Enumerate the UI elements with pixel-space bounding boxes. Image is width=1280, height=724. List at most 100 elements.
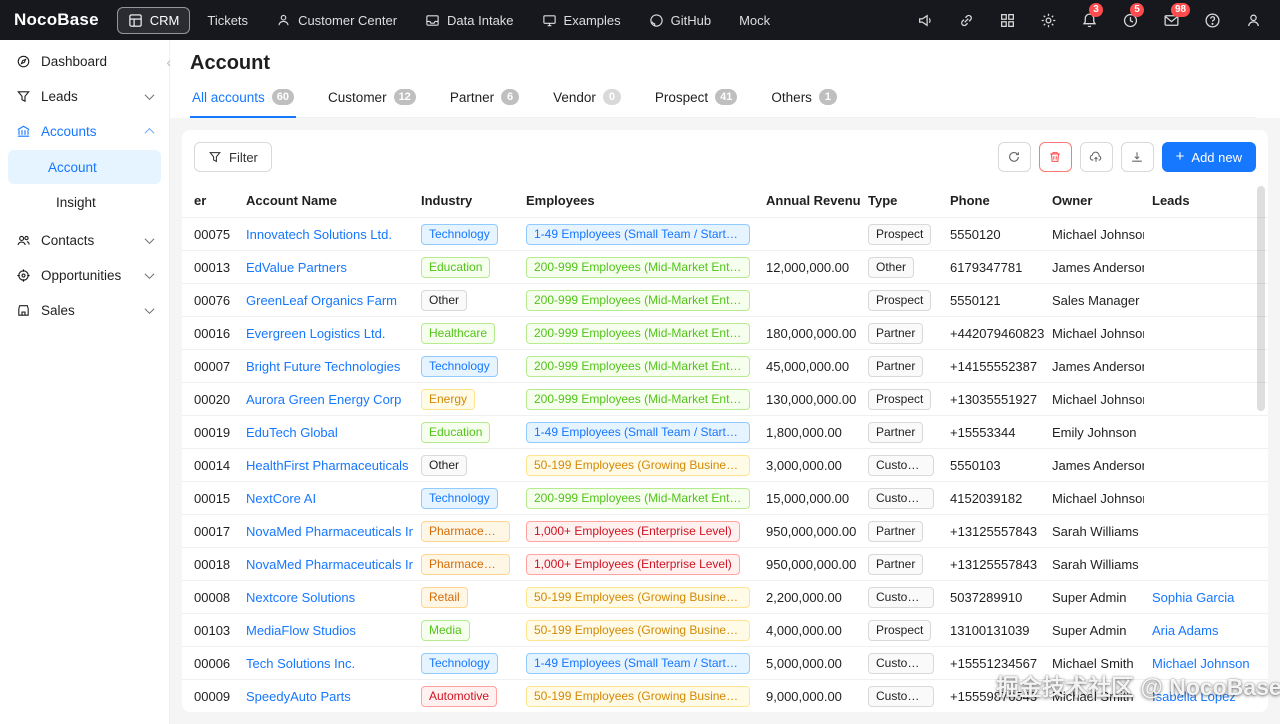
sidebar-item-dashboard[interactable]: Dashboard xyxy=(0,44,169,79)
sidebar-subitem-insight[interactable]: Insight xyxy=(8,185,161,219)
delete-button[interactable] xyxy=(1038,142,1072,172)
nav-item-customer-center[interactable]: Customer Center xyxy=(265,7,408,34)
export-button[interactable] xyxy=(1120,142,1154,172)
table-row[interactable]: 00009 SpeedyAuto Parts Automotive 50-199… xyxy=(182,679,1268,712)
column-header-5[interactable]: Type xyxy=(860,185,942,218)
table-row[interactable]: 00075 Innovatech Solutions Ltd. Technolo… xyxy=(182,217,1268,251)
vertical-scrollbar[interactable] xyxy=(1257,186,1265,411)
tab-others[interactable]: Others 1 xyxy=(769,85,839,118)
tab-vendor[interactable]: Vendor 0 xyxy=(551,85,623,118)
account-name-link[interactable]: HealthFirst Pharmaceuticals xyxy=(246,457,409,473)
table-row[interactable]: 00017 NovaMed Pharmaceuticals Inc. Pharm… xyxy=(182,514,1268,548)
filter-button[interactable]: Filter xyxy=(194,142,272,172)
tab-partner[interactable]: Partner 6 xyxy=(448,85,521,118)
account-name-link[interactable]: EduTech Global xyxy=(246,424,338,440)
sidebar-item-sales[interactable]: Sales xyxy=(0,293,169,328)
account-name-link[interactable]: Evergreen Logistics Ltd. xyxy=(246,325,386,341)
tab-customer[interactable]: Customer 12 xyxy=(326,85,418,118)
account-name-link[interactable]: Tech Solutions Inc. xyxy=(246,655,356,671)
cell-phone: +14155552387 xyxy=(942,349,1044,383)
sidebar-item-leads[interactable]: Leads xyxy=(0,79,169,114)
column-header-3[interactable]: Employees xyxy=(518,185,758,218)
announcement-icon[interactable] xyxy=(916,11,934,29)
table-row[interactable]: 00014 HealthFirst Pharmaceuticals Other … xyxy=(182,448,1268,482)
column-header-2[interactable]: Industry xyxy=(413,185,518,218)
column-header-4[interactable]: Annual Revenue xyxy=(758,185,860,218)
settings-gear-icon[interactable] xyxy=(1039,11,1057,29)
cell-phone: 5550121 xyxy=(942,283,1044,317)
sidebar: ‹ Dashboard Leads Accounts xyxy=(0,40,171,724)
activity-clock-icon[interactable]: 5 xyxy=(1121,3,1144,29)
account-name-link[interactable]: Aurora Green Energy Corp xyxy=(246,391,402,407)
table-row[interactable]: 00103 MediaFlow Studios Media 50-199 Emp… xyxy=(182,613,1268,647)
import-button[interactable] xyxy=(1079,142,1113,172)
activity-badge: 5 xyxy=(1130,3,1144,17)
nav-item-data-intake[interactable]: Data Intake xyxy=(414,7,525,34)
industry-tag: Pharmaceuticals xyxy=(421,520,510,542)
help-icon[interactable] xyxy=(1203,11,1221,29)
nav-item-tickets[interactable]: Tickets xyxy=(196,7,259,34)
sidebar-collapse-icon[interactable]: ‹ xyxy=(166,54,171,70)
column-header-6[interactable]: Phone xyxy=(942,185,1044,218)
table-row[interactable]: 00016 Evergreen Logistics Ltd. Healthcar… xyxy=(182,316,1268,350)
account-name-link[interactable]: SpeedyAuto Parts xyxy=(246,688,351,704)
table-row[interactable]: 00020 Aurora Green Energy Corp Energy 20… xyxy=(182,382,1268,416)
refresh-button[interactable] xyxy=(997,142,1031,172)
industry-tag: Retail xyxy=(421,586,468,608)
cell-account-number: 00103 xyxy=(182,613,238,647)
notifications-bell-icon[interactable]: 3 xyxy=(1080,3,1103,29)
nav-item-mock[interactable]: Mock xyxy=(728,7,781,34)
account-name-link[interactable]: NovaMed Pharmaceuticals Inc. xyxy=(246,523,413,539)
type-tag: Customer xyxy=(868,652,934,674)
sidebar-item-contacts[interactable]: Contacts xyxy=(0,223,169,258)
account-name-link[interactable]: GreenLeaf Organics Farm xyxy=(246,292,398,308)
account-name-link[interactable]: Innovatech Solutions Ltd. xyxy=(246,226,392,242)
tab-prospect[interactable]: Prospect 41 xyxy=(653,85,740,118)
filter-icon xyxy=(208,150,222,164)
tab-label: Others xyxy=(771,89,812,105)
nav-item-crm[interactable]: CRM xyxy=(116,6,191,34)
employees-tag: 50-199 Employees (Growing Business) xyxy=(526,454,750,476)
table-row[interactable]: 00015 NextCore AI Technology 200-999 Emp… xyxy=(182,481,1268,515)
app-logo[interactable]: NocoBase xyxy=(14,10,99,29)
account-name-link[interactable]: Nextcore Solutions xyxy=(246,589,356,605)
cell-account-number: 00020 xyxy=(182,382,238,416)
sidebar-item-accounts[interactable]: Accounts xyxy=(0,114,169,149)
account-name-link[interactable]: NextCore AI xyxy=(246,490,317,506)
account-name-link[interactable]: MediaFlow Studios xyxy=(246,622,356,638)
table-row[interactable]: 00019 EduTech Global Education 1-49 Empl… xyxy=(182,415,1268,449)
nav-item-examples[interactable]: Examples xyxy=(531,7,632,34)
add-new-button[interactable]: + Add new xyxy=(1161,142,1256,172)
table-row[interactable]: 00013 EdValue Partners Education 200-999… xyxy=(182,250,1268,284)
account-name-link[interactable]: Bright Future Technologies xyxy=(246,358,401,374)
sidebar-subitem-account[interactable]: Account xyxy=(8,150,161,184)
cell-annual-revenue: 1,800,000.00 xyxy=(758,415,860,449)
table-row[interactable]: 00076 GreenLeaf Organics Farm Other 200-… xyxy=(182,283,1268,317)
lead-link[interactable]: Aria Adams xyxy=(1152,622,1219,638)
cell-account-number: 00014 xyxy=(182,448,238,482)
dashboard-icon xyxy=(16,54,31,69)
column-header-1[interactable]: Account Name xyxy=(238,185,413,218)
table-row[interactable]: 00018 NovaMed Pharmaceuticals Inc. Pharm… xyxy=(182,547,1268,581)
user-avatar-icon[interactable] xyxy=(1244,11,1262,29)
sidebar-item-opportunities[interactable]: Opportunities xyxy=(0,258,169,293)
table-row[interactable]: 00007 Bright Future Technologies Technol… xyxy=(182,349,1268,383)
tab-all-accounts[interactable]: All accounts 60 xyxy=(190,85,297,118)
apps-icon[interactable] xyxy=(998,11,1016,29)
table-row[interactable]: 00008 Nextcore Solutions Retail 50-199 E… xyxy=(182,580,1268,614)
column-header-0[interactable]: er xyxy=(182,185,238,218)
lead-link[interactable]: Michael Johnson xyxy=(1152,655,1250,671)
account-name-link[interactable]: EdValue Partners xyxy=(246,259,347,275)
column-header-7[interactable]: Owner xyxy=(1044,185,1144,218)
industry-tag: Pharmaceuticals xyxy=(421,553,510,575)
link-icon[interactable] xyxy=(957,11,975,29)
column-header-8[interactable]: Leads xyxy=(1144,185,1268,218)
inbox-mail-icon[interactable]: 98 xyxy=(1162,3,1191,29)
table-row[interactable]: 00006 Tech Solutions Inc. Technology 1-4… xyxy=(182,646,1268,680)
cell-phone: 13100131039 xyxy=(942,613,1044,647)
lead-link[interactable]: Sophia Garcia xyxy=(1152,589,1235,605)
lead-link[interactable]: Isabella Lopez xyxy=(1152,688,1236,704)
employees-tag: 1-49 Employees (Small Team / Startup) xyxy=(526,421,750,443)
account-name-link[interactable]: NovaMed Pharmaceuticals Inc. xyxy=(246,556,413,572)
nav-item-github[interactable]: GitHub xyxy=(638,7,722,34)
